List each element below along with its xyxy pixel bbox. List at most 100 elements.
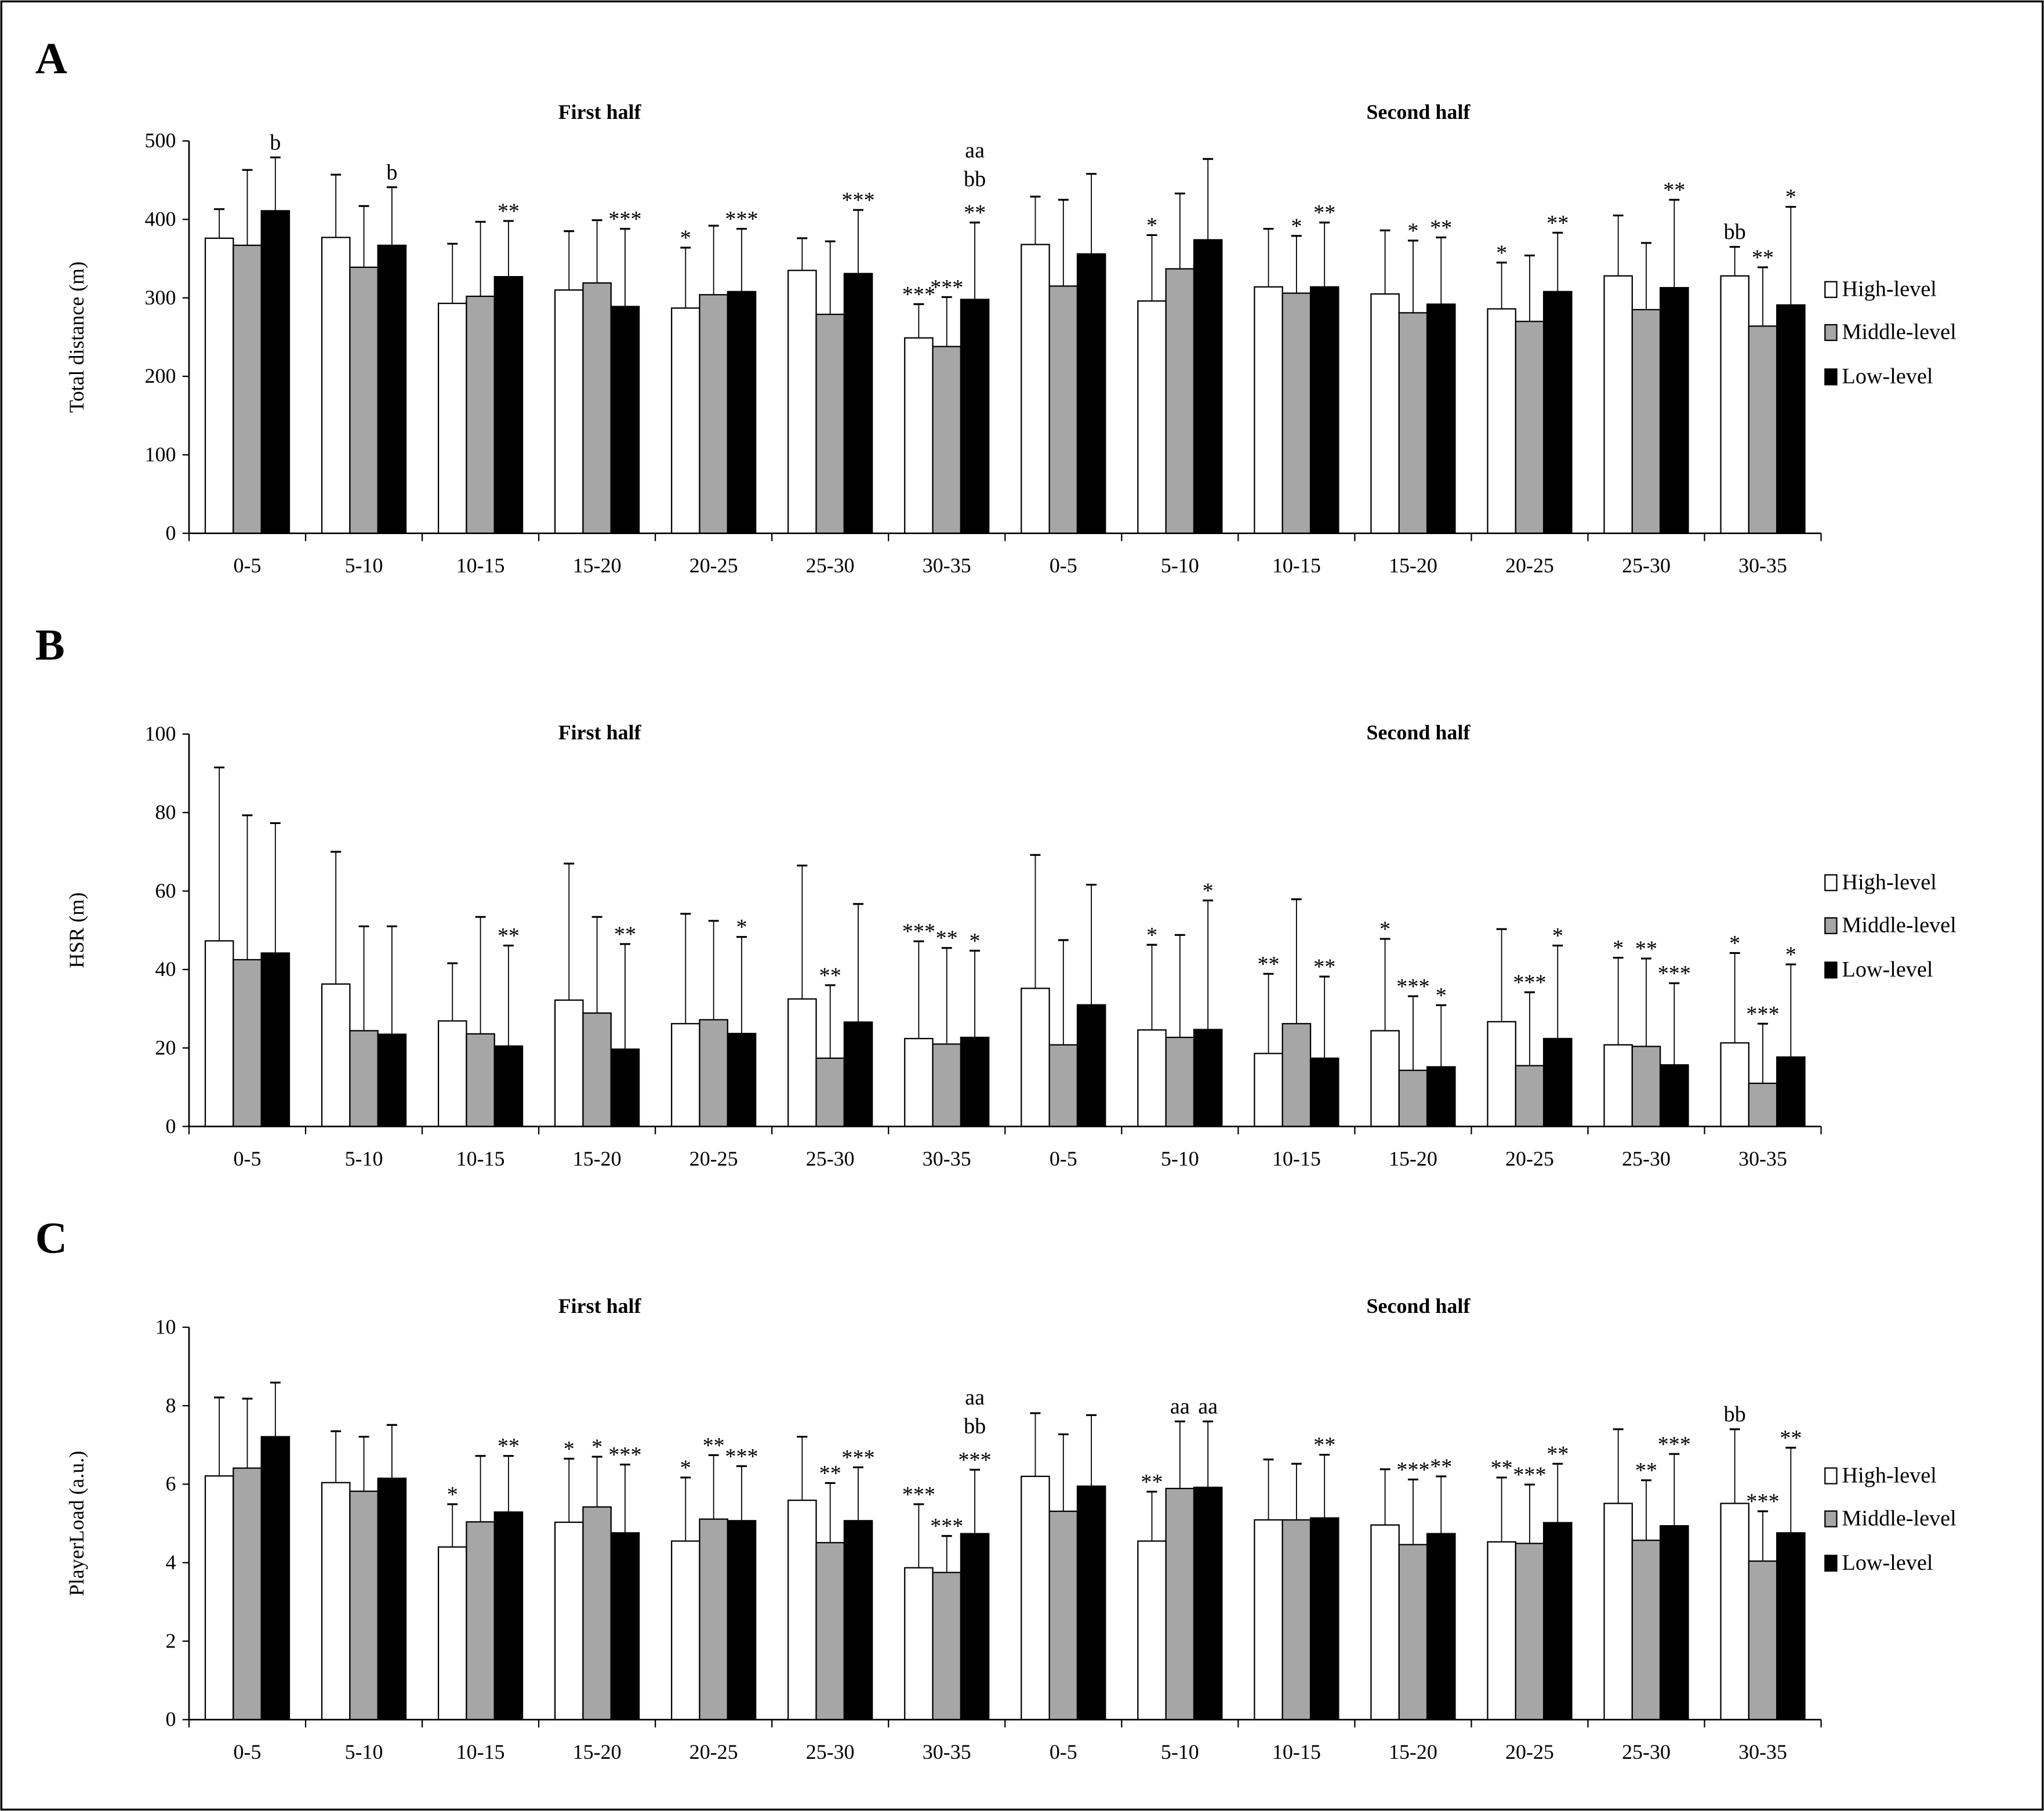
significance-annotation: ** <box>498 1434 520 1458</box>
x-tick-label: 0-5 <box>1050 1740 1077 1763</box>
significance-annotation: * <box>1291 214 1302 238</box>
bar-high-level <box>1021 244 1050 534</box>
panel-letter: C <box>35 1214 67 1263</box>
significance-annotation: b <box>386 160 397 184</box>
significance-annotation: aa <box>1170 1395 1190 1419</box>
x-tick-label: 5-10 <box>345 554 383 577</box>
x-tick-label: 30-35 <box>923 554 971 577</box>
significance-annotation: * <box>1436 983 1447 1008</box>
bar-middle-level <box>815 1057 845 1127</box>
significance-annotation: ** <box>1430 216 1452 240</box>
legend: High-level Middle-level Low-level <box>1824 870 1956 982</box>
x-tick-label: 25-30 <box>1622 1147 1671 1170</box>
significance-annotation: ** <box>1430 1454 1452 1479</box>
y-tick-label: 500 <box>145 129 176 152</box>
significance-annotation: * <box>1146 923 1157 948</box>
bar-low-level <box>1776 1056 1806 1127</box>
significance-annotation: * <box>1407 219 1418 243</box>
bar-middle-level <box>1281 1519 1312 1721</box>
significance-annotation: * <box>591 1435 602 1460</box>
bar-middle-level <box>466 295 495 534</box>
bar-middle-level <box>815 1542 845 1721</box>
significance-annotation: *** <box>1746 1002 1779 1026</box>
bar-high-level <box>1603 1502 1633 1721</box>
legend-label: Low-level <box>1842 957 1933 982</box>
bar-high-level <box>1487 308 1516 534</box>
bar-high-level <box>1254 1519 1283 1721</box>
significance-annotation: ** <box>1491 1456 1513 1480</box>
significance-annotation: ** <box>498 199 520 224</box>
bar-high-level <box>1021 1475 1050 1721</box>
bar-low-level <box>1193 1029 1223 1127</box>
x-tick-label: 5-10 <box>1161 1740 1199 1763</box>
significance-annotation: ** <box>936 926 958 950</box>
bar-low-level <box>843 273 873 534</box>
x-tick-label: 15-20 <box>573 1740 622 1763</box>
bar-middle-level <box>1515 1543 1545 1721</box>
x-tick-label: 5-10 <box>1161 554 1199 577</box>
y-tick-label: 2 <box>166 1629 176 1652</box>
x-tick-label: 30-35 <box>923 1740 971 1763</box>
legend-label: Middle-level <box>1842 1506 1956 1530</box>
y-tick-label: 40 <box>155 957 176 981</box>
bar-low-level <box>1543 1522 1573 1721</box>
section-label: First half <box>558 100 642 124</box>
bar-high-level <box>787 998 817 1127</box>
bar-high-level <box>1370 293 1400 534</box>
bar-low-level <box>960 1036 990 1127</box>
bar-low-level <box>493 1045 524 1127</box>
x-tick-label: 20-25 <box>689 554 738 577</box>
bar-middle-level <box>1165 268 1195 534</box>
x-tick-label: 15-20 <box>573 554 622 577</box>
significance-annotation: *** <box>902 282 935 307</box>
bar-high-level <box>204 237 234 534</box>
significance-annotation: *** <box>1658 1432 1691 1457</box>
bar-high-level <box>554 289 584 534</box>
bar-low-level <box>260 210 291 534</box>
y-axis-label: Total distance (m) <box>65 262 88 413</box>
x-tick-label: 30-35 <box>923 1147 971 1170</box>
bar-high-level <box>437 1546 467 1721</box>
x-tick-label: 15-20 <box>573 1147 622 1170</box>
legend-label: Low-level <box>1842 364 1933 389</box>
bar-low-level <box>1426 1533 1456 1721</box>
bar-high-level <box>1137 300 1167 534</box>
significance-annotation: aa <box>965 138 985 162</box>
bar-low-level <box>1660 1064 1689 1127</box>
panel-B: B First half Second half HSR (m) 0 20 40 60 80 10… <box>35 620 1956 1170</box>
bar-high-level <box>1370 1524 1400 1721</box>
bar-middle-level <box>699 1518 728 1721</box>
significance-annotation: aa <box>965 1385 985 1410</box>
bar-middle-level <box>349 1490 379 1721</box>
bar-low-level <box>727 1033 757 1127</box>
x-tick-label: 15-20 <box>1389 1147 1437 1170</box>
legend-swatch <box>1824 961 1838 979</box>
x-tick-label: 0-5 <box>234 1740 262 1763</box>
bar-low-level <box>610 1532 640 1721</box>
legend-label: Middle-level <box>1842 320 1956 344</box>
significance-annotation: ** <box>703 1433 725 1458</box>
significance-annotation: * <box>1552 924 1563 948</box>
bar-middle-level <box>1165 1487 1195 1721</box>
significance-annotation: ** <box>1313 955 1335 979</box>
bar-high-level <box>1487 1541 1516 1721</box>
bar-low-level <box>610 306 640 534</box>
bar-high-level <box>1603 1044 1633 1127</box>
x-tick-label: 10-15 <box>456 1740 505 1763</box>
legend-swatch <box>1824 1555 1838 1572</box>
significance-annotation: * <box>1379 917 1390 942</box>
legend-swatch <box>1824 368 1838 386</box>
x-tick-label: 10-15 <box>456 1147 505 1170</box>
legend-label: High-level <box>1842 870 1937 894</box>
bar-high-level <box>321 983 351 1127</box>
bar-middle-level <box>1165 1036 1195 1127</box>
bar-middle-level <box>1398 312 1428 534</box>
bar-low-level <box>377 1033 407 1127</box>
section-label: Second half <box>1367 1294 1471 1318</box>
significance-annotation: *** <box>725 207 758 231</box>
significance-annotation: * <box>1146 213 1157 238</box>
bar-middle-level <box>815 313 845 534</box>
significance-annotation: *** <box>930 1514 963 1538</box>
significance-annotation: bb <box>964 167 986 191</box>
